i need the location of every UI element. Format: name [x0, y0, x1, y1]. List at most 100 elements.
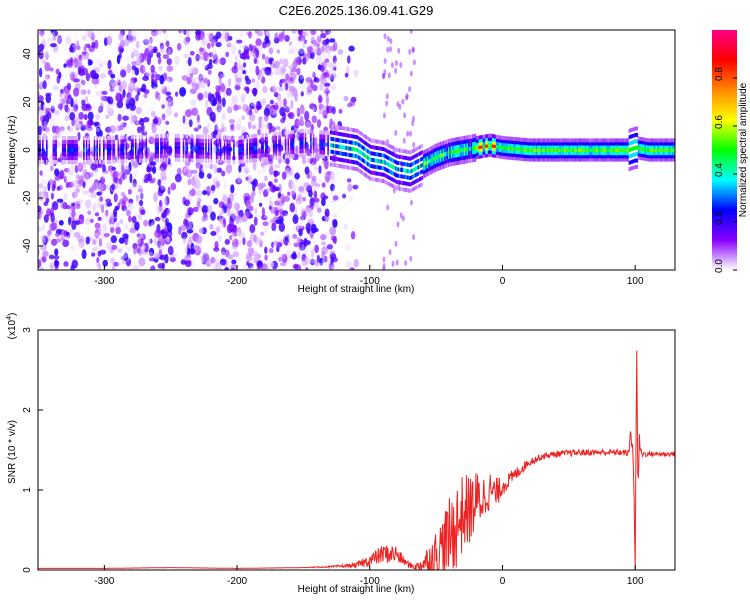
spectrogram-cell: [68, 156, 71, 160]
spectrogram-cell: [474, 153, 477, 158]
spectrogram-cell: [312, 71, 316, 78]
spectrogram-cell: [53, 156, 56, 160]
spectrogram-cell: [182, 138, 185, 142]
spectrogram-cell: [663, 157, 665, 162]
spectrogram-cell: [621, 148, 624, 152]
spectrogram-cell: [627, 144, 629, 149]
spectrogram-cell: [507, 146, 510, 151]
spectrogram-cell: [364, 160, 367, 165]
spectrogram-cell: [628, 135, 631, 140]
spectrogram-cell: [563, 157, 566, 162]
spectrogram-cell: [329, 225, 337, 236]
spectrogram-cell: [284, 154, 287, 159]
spectrogram-cell: [93, 152, 96, 156]
spectrogram-cell: [517, 143, 519, 148]
spectrogram-cell: [314, 136, 318, 145]
spectrogram-cell: [197, 142, 199, 147]
spectrogram-cell: [331, 262, 336, 270]
spectrogram-cell: [606, 151, 608, 156]
spectrogram-cell: [470, 150, 473, 155]
spectrogram-cell: [238, 139, 240, 144]
spectrogram-cell: [129, 80, 134, 91]
spectrogram-cell: [262, 137, 264, 142]
spectrogram-cell: [672, 157, 674, 162]
spectrogram-cell: [304, 148, 307, 153]
spectrogram-cell: [582, 151, 584, 156]
spectrogram-cell: [417, 146, 420, 151]
spectrogram-cell: [418, 171, 421, 175]
spectrogram-cell: [69, 156, 72, 160]
spectrogram-cell: [352, 128, 355, 133]
spectrogram-cell: [456, 153, 458, 158]
spectrogram-cell: [525, 138, 527, 142]
spectrogram-cell: [328, 67, 336, 77]
spectrogram-cell: [76, 61, 83, 67]
spectrogram-cell: [405, 149, 408, 154]
spectrogram-cell: [164, 141, 166, 146]
spectrogram-cell: [191, 142, 194, 147]
spectrogram-cell: [280, 253, 287, 260]
spectrogram-cell: [408, 156, 410, 161]
spectrogram-cell: [603, 157, 605, 162]
spectrogram-cell: [563, 144, 566, 149]
spectrogram-cell: [377, 171, 380, 176]
spectrogram-cell: [237, 226, 242, 237]
spectrogram-cell: [132, 167, 139, 175]
spectrogram-cell: [191, 82, 196, 89]
spectrogram-cell: [397, 154, 400, 159]
spectrogram-cell: [312, 133, 315, 138]
spectrogram-cell: [69, 165, 75, 176]
spectrogram-cell: [113, 261, 120, 267]
spectrogram-cell: [541, 138, 543, 143]
spectrogram-cell: [344, 152, 347, 157]
spectrogram-cell: [250, 146, 252, 151]
spectrogram-cell: [663, 148, 665, 152]
spectrogram-cell: [78, 214, 85, 225]
spectrogram-cell: [235, 178, 243, 185]
spectrogram-cell: [332, 124, 335, 129]
spectrogram-cell: [305, 57, 309, 62]
spectrogram-cell: [461, 156, 463, 161]
spectrogram-cell: [568, 148, 571, 152]
spectrogram-cell: [167, 245, 174, 256]
spectrogram-cell: [393, 153, 396, 157]
spectrogram-cell: [424, 165, 426, 170]
spectrogram-cell: [349, 140, 352, 145]
spectrogram-cell: [132, 147, 134, 151]
spectrogram-cell: [303, 182, 310, 188]
spectrogram-cell: [167, 48, 172, 56]
spectrogram-cell: [242, 151, 244, 156]
spectrogram-cell: [586, 138, 588, 143]
spectrogram-cell: [290, 138, 292, 143]
spectrogram-cell: [220, 251, 227, 260]
spectrogram-cell: [266, 132, 268, 137]
spectrogram-cell: [228, 105, 234, 111]
spectrogram-cell: [134, 146, 137, 151]
spectrogram-cell: [603, 151, 605, 156]
spectrogram-cell: [158, 238, 165, 244]
spectrogram-cell: [145, 150, 148, 155]
spectrogram-cell: [398, 103, 402, 110]
spectrogram-cell: [576, 138, 579, 143]
spectrogram-cell: [291, 190, 295, 198]
spectrogram-cell: [539, 141, 542, 146]
spectrogram-cell: [522, 137, 524, 142]
spectrogram-cell: [75, 144, 77, 148]
spectrogram-cell: [115, 76, 123, 83]
spectrogram-cell: [437, 142, 440, 147]
spectrogram-cell: [391, 177, 393, 182]
spectrogram-cell: [653, 141, 656, 146]
spectrogram-cell: [405, 93, 409, 100]
spectrogram-cell: [233, 188, 240, 194]
spectrogram-cell: [75, 156, 77, 160]
spectrogram-cell: [126, 63, 132, 74]
spectrogram-cell: [372, 177, 374, 182]
spectrogram-cell: [473, 150, 475, 155]
spectrogram-cell: [312, 106, 316, 112]
spectrogram-cell: [535, 151, 538, 156]
spectrogram-cell: [186, 154, 189, 159]
spectrogram-cell: [477, 155, 479, 159]
spectrogram-cell: [355, 141, 357, 146]
spectrogram-cell: [465, 143, 467, 148]
spectrogram-cell: [333, 143, 336, 148]
